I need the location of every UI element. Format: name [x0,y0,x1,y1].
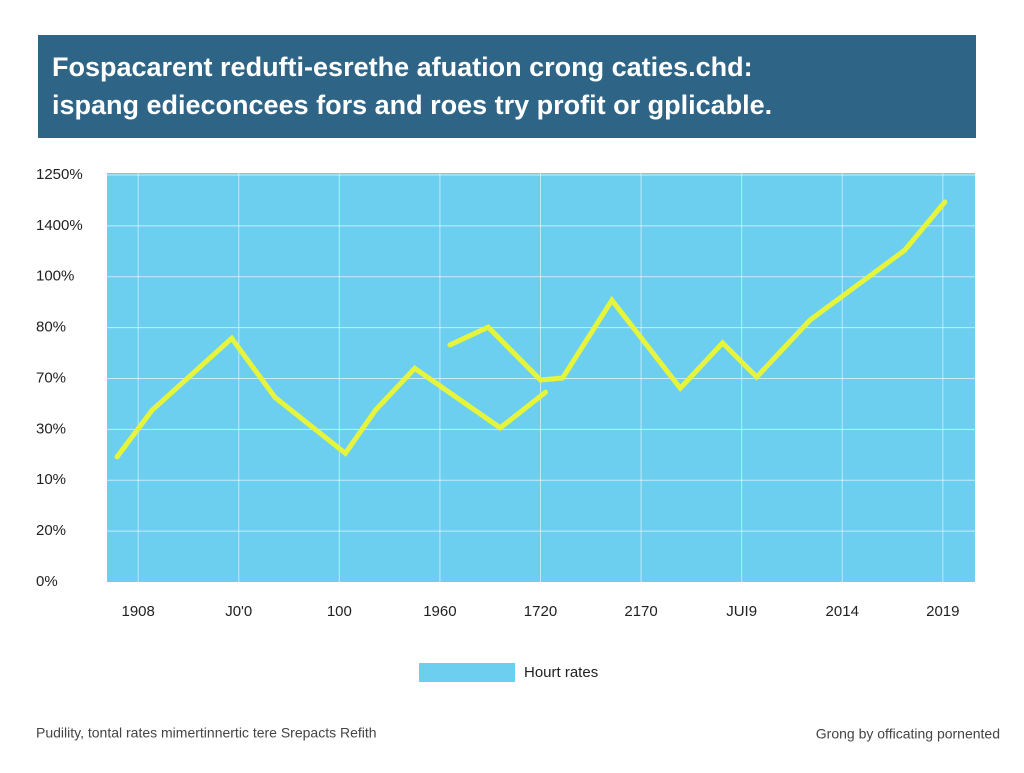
data-line [447,199,948,393]
chart-title: Fospacarent redufti-esrethe afuation cro… [52,52,753,82]
data-line [114,334,549,460]
chart-title: ispang edieconcees fors and roes try pro… [52,90,772,120]
y-tick-label: 0% [36,573,58,590]
y-tick-label: 70% [36,369,66,386]
y-tick-label: 20% [36,522,66,539]
y-tick-label: 1250% [36,166,83,183]
x-tick-label: JUI9 [726,603,757,620]
x-tick-label: 2014 [826,603,859,620]
title-banner [38,35,976,138]
x-tick-label: 2019 [926,603,959,620]
legend-label: Hourt rates [524,664,598,681]
y-tick-label: 10% [36,471,66,488]
y-tick-label: 80% [36,319,66,336]
x-tick-label: J0'0 [225,603,252,620]
legend-swatch [419,663,515,682]
footer-note: Pudility, tontal rates mimertinnertic te… [36,725,377,741]
x-tick-label: 2170 [624,603,657,620]
x-tick-label: 1908 [121,603,154,620]
x-tick-label: 100 [327,603,352,620]
x-tick-label: 1720 [524,603,557,620]
y-tick-label: 30% [36,420,66,437]
footer-credit: Grong by officating pornented [816,726,1000,742]
y-tick-label: 100% [36,268,74,285]
x-tick-label: 1960 [423,603,456,620]
y-tick-label: 1400% [36,217,83,234]
